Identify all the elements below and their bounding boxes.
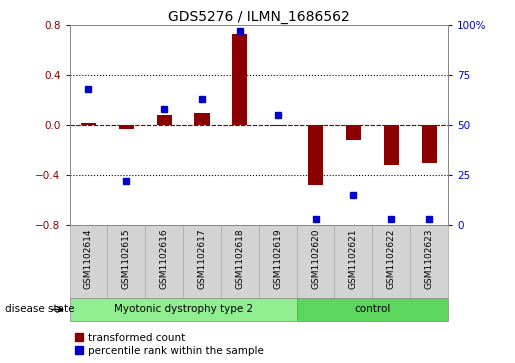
Legend: transformed count, percentile rank within the sample: transformed count, percentile rank withi… [75,333,264,356]
Text: control: control [354,305,390,314]
Text: disease state: disease state [5,305,75,314]
Bar [297,225,335,298]
Bar [183,225,221,298]
Bar [270,125,285,126]
Bar [70,225,107,298]
Bar [410,225,448,298]
Bar [372,225,410,298]
Bar [384,125,399,165]
Text: GSM1102618: GSM1102618 [235,229,244,289]
Bar [297,298,448,321]
Text: GSM1102614: GSM1102614 [84,229,93,289]
Bar [335,225,372,298]
Bar [81,123,96,125]
Bar [70,298,297,321]
Bar [119,125,134,129]
Text: GSM1102620: GSM1102620 [311,229,320,289]
Text: GSM1102616: GSM1102616 [160,229,168,289]
Text: GSM1102621: GSM1102621 [349,229,358,289]
Bar [107,225,145,298]
Bar [259,225,297,298]
Bar [346,125,361,140]
Bar [308,125,323,185]
Bar [157,115,171,125]
Bar [145,225,183,298]
Bar [232,34,247,125]
Text: GSM1102622: GSM1102622 [387,229,396,289]
Bar [221,225,259,298]
Bar [422,125,437,163]
Text: GSM1102619: GSM1102619 [273,229,282,289]
Text: Myotonic dystrophy type 2: Myotonic dystrophy type 2 [113,305,253,314]
Bar [195,113,210,125]
Title: GDS5276 / ILMN_1686562: GDS5276 / ILMN_1686562 [168,11,350,24]
Text: GSM1102617: GSM1102617 [198,229,207,289]
Text: GSM1102623: GSM1102623 [425,229,434,289]
Text: GSM1102615: GSM1102615 [122,229,131,289]
